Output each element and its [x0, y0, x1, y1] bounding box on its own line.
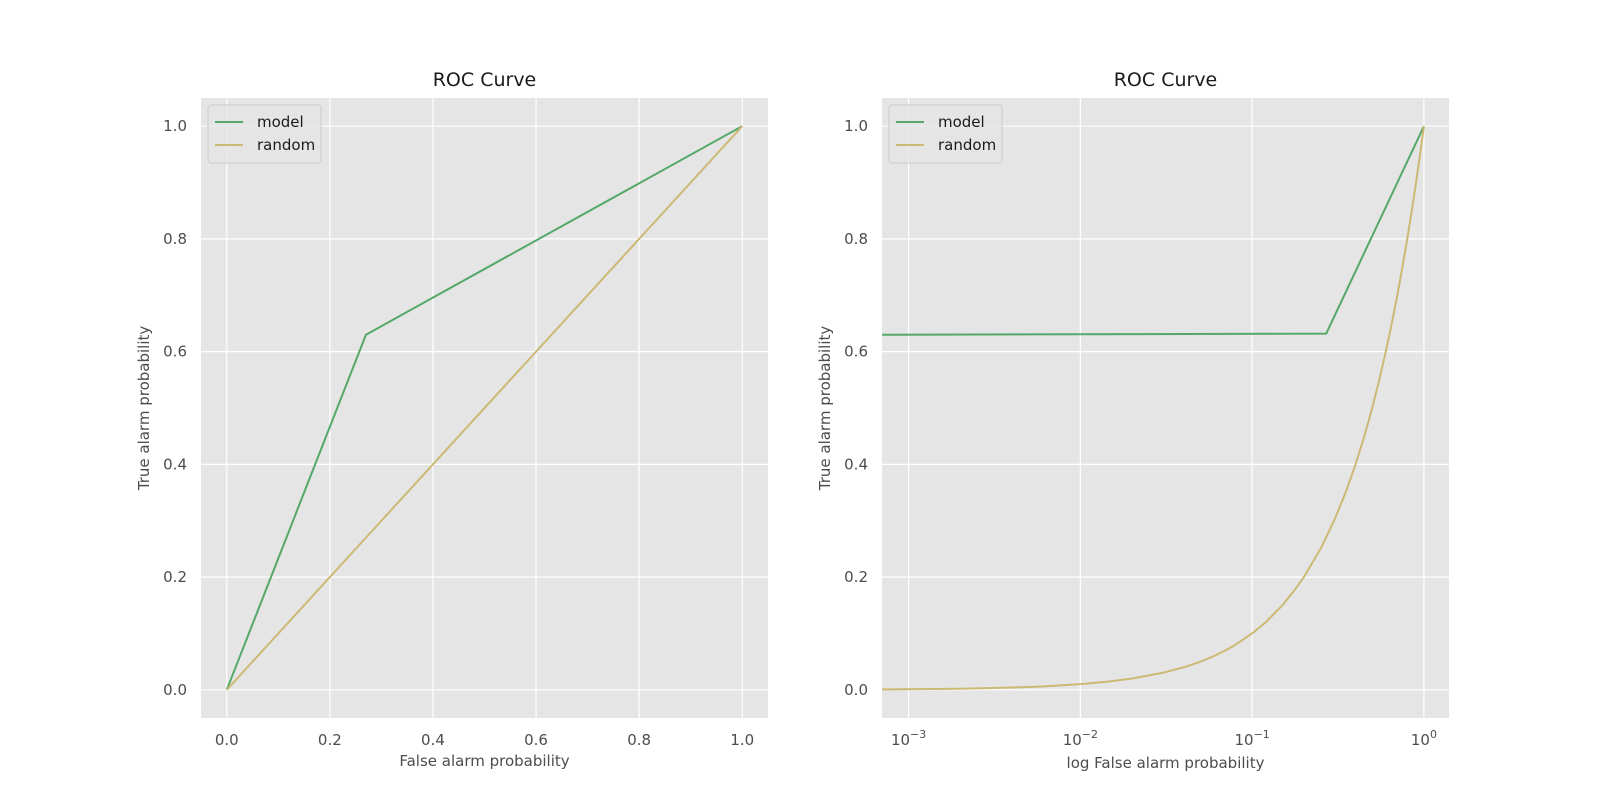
y-tick-label: 1.0: [844, 117, 868, 135]
x-tick-label-exponent: −2: [1082, 728, 1098, 741]
x-tick-label-exponent: 0: [1430, 728, 1437, 741]
x-tick-label-base: 10: [891, 731, 910, 749]
x-tick-label: 10−1: [1234, 728, 1269, 749]
y-tick-label: 0.2: [844, 568, 868, 586]
chart-title: ROC Curve: [433, 69, 537, 91]
x-tick-label: 0.8: [627, 731, 651, 749]
y-tick-label: 1.0: [163, 117, 187, 135]
x-tick-label: 1.0: [730, 731, 754, 749]
y-axis-label: True alarm probability: [816, 326, 834, 492]
x-tick-label: 0.2: [318, 731, 342, 749]
series-line-model: [882, 125, 1425, 336]
x-tick-label-base: 10: [1234, 731, 1253, 749]
legend-label-random: random: [257, 136, 315, 154]
legend-label-model: model: [938, 113, 985, 131]
x-tick-label: 0.6: [524, 731, 548, 749]
y-tick-label: 0.0: [163, 681, 187, 699]
x-axis-label: log False alarm probability: [1067, 754, 1265, 772]
chart-panel-1: 0.0 0.2 0.4 0.6 0.8 1.0 0.0 0.2 0.4 0.6 0.8 1.0 ROC …: [135, 69, 768, 770]
series-line-random: [226, 125, 743, 691]
x-tick-label: 10−3: [891, 728, 926, 749]
series-line-model: [225, 125, 743, 691]
x-axis-label: False alarm probability: [399, 752, 569, 770]
y-tick-label: 0.2: [163, 568, 187, 586]
y-axis-label: True alarm probability: [135, 326, 153, 492]
y-tick-label: 0.6: [844, 343, 868, 361]
x-tick-label-base: 10: [1411, 731, 1430, 749]
legend-label-random: random: [938, 136, 996, 154]
legend-box: [207, 104, 322, 164]
x-tick-label: 0.4: [421, 731, 445, 749]
y-tick-label: 0.6: [163, 343, 187, 361]
legend-box: [888, 104, 1003, 164]
legend-label-model: model: [257, 113, 304, 131]
x-tick-label: 0.0: [215, 731, 239, 749]
plot-area: [882, 98, 1449, 718]
x-tick-label: 100: [1411, 728, 1437, 749]
x-tick-label-base: 10: [1063, 731, 1082, 749]
y-tick-label: 0.4: [844, 455, 868, 473]
y-tick-label: 0.4: [163, 455, 187, 473]
x-tick-label: 10−2: [1063, 728, 1098, 749]
x-tick-label-exponent: −3: [910, 728, 926, 741]
x-tick-label-exponent: −1: [1254, 728, 1270, 741]
y-tick-label: 0.8: [163, 230, 187, 248]
y-tick-label: 0.0: [844, 681, 868, 699]
y-tick-label: 0.8: [844, 230, 868, 248]
series-line-random: [882, 126, 1425, 691]
chart-title: ROC Curve: [1114, 69, 1218, 91]
